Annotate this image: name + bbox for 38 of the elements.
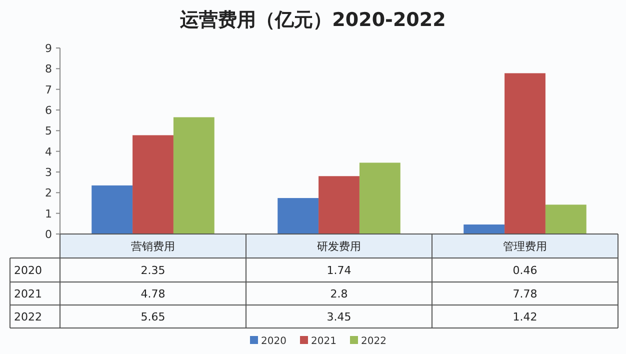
y-tick-label: 8 [45, 62, 52, 76]
bar [464, 224, 505, 234]
bar [173, 117, 214, 234]
legend-label: 2021 [311, 336, 336, 347]
data-label: 7.78 [512, 288, 538, 300]
y-tick-label: 5 [45, 124, 52, 138]
data-label: 4.78 [140, 288, 166, 300]
text: 2020 [14, 264, 42, 277]
y-tick-label: 9 [45, 42, 52, 55]
data-label: 1.74 [326, 264, 352, 277]
data-label: 3.45 [326, 310, 352, 324]
text: 2021 [14, 288, 42, 300]
y-tick-label: 7 [45, 83, 52, 96]
bar [504, 73, 546, 234]
y-tick-label: 3 [45, 166, 52, 179]
data-label: 2.8 [330, 288, 348, 300]
data-label: 0.46 [512, 264, 538, 277]
data-label: 1.42 [512, 310, 538, 324]
data-label: 2.35 [140, 264, 166, 277]
data-label: 5.65 [140, 310, 166, 324]
legend-label: 2020 [261, 336, 286, 347]
bar [92, 185, 133, 234]
y-tick-label: 0 [45, 228, 52, 241]
bar [132, 135, 174, 234]
text: 2022 [14, 310, 42, 324]
x-tick-label: 管理费用 [503, 240, 547, 253]
bar [318, 176, 360, 234]
y-tick-label: 4 [45, 145, 52, 158]
y-tick-label: 1 [45, 207, 52, 220]
bar [545, 204, 586, 234]
legend-label: 2022 [361, 336, 386, 347]
bar [359, 162, 400, 234]
y-tick-label: 6 [45, 104, 52, 117]
x-tick-label: 研发费用 [317, 240, 361, 253]
bar [278, 198, 319, 234]
chart-title: 运营费用（亿元）2020-2022 [179, 9, 446, 31]
x-tick-label: 营销费用 [131, 240, 175, 253]
y-tick-label: 2 [45, 186, 52, 200]
